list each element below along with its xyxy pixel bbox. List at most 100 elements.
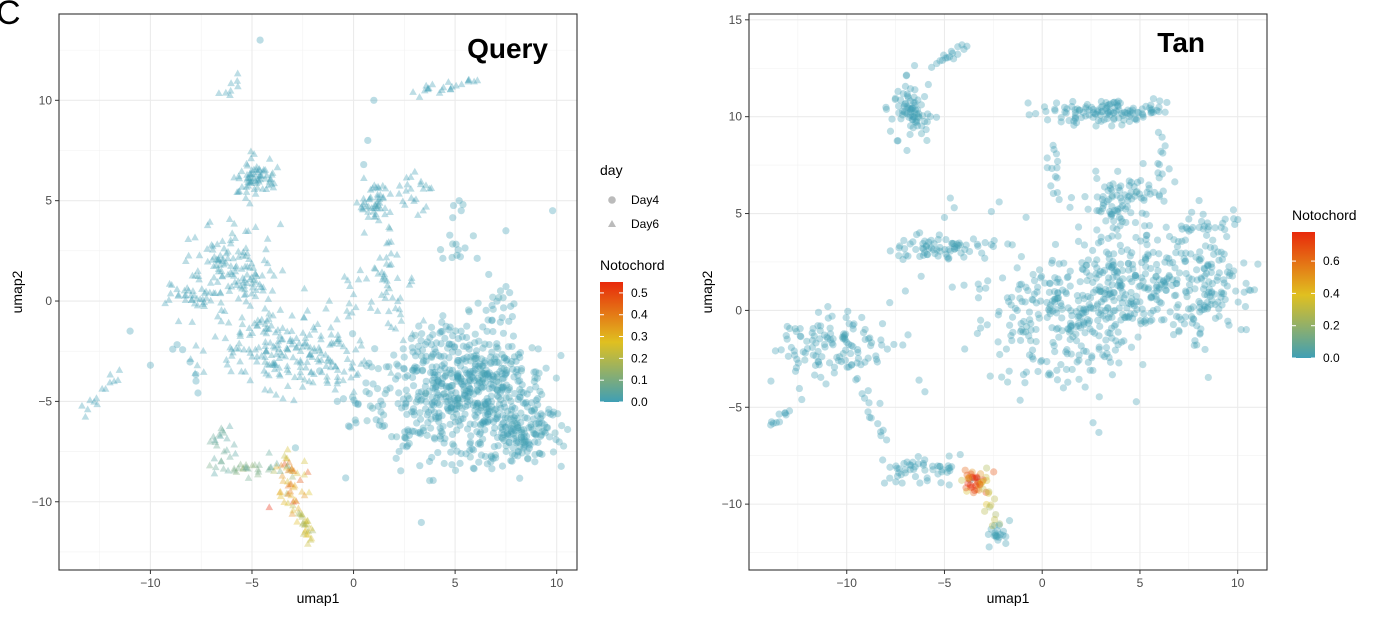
data-point (1145, 221, 1154, 230)
data-point (1089, 278, 1097, 286)
data-point (271, 328, 280, 336)
data-point (830, 369, 838, 377)
data-point (935, 231, 943, 239)
data-point (979, 476, 987, 484)
data-point (254, 467, 263, 475)
data-point (865, 413, 874, 421)
data-point (446, 231, 454, 239)
data-point (517, 433, 526, 441)
data-point (1223, 268, 1232, 276)
data-point (439, 374, 447, 383)
data-point (1051, 295, 1059, 303)
data-point (590, 409, 597, 416)
data-point (377, 291, 386, 298)
data-point (126, 327, 134, 335)
data-point (413, 364, 421, 372)
data-point (250, 170, 259, 178)
data-point (315, 357, 323, 365)
data-point (83, 405, 92, 413)
data-point (1037, 272, 1046, 280)
data-point (269, 360, 278, 368)
data-point (1110, 268, 1118, 276)
data-point (1101, 295, 1109, 303)
data-point (985, 488, 993, 496)
data-point (551, 429, 559, 437)
data-point (222, 249, 231, 257)
data-point (516, 393, 524, 401)
data-point (493, 373, 501, 381)
data-point (174, 317, 183, 325)
data-point (1102, 315, 1110, 323)
data-point (1220, 250, 1228, 258)
data-point (1048, 324, 1056, 332)
data-point (264, 295, 273, 302)
data-point (1224, 317, 1232, 325)
data-point (1080, 321, 1088, 329)
data-point (1071, 106, 1079, 114)
data-point (901, 100, 909, 108)
data-point (1050, 287, 1059, 296)
data-point (93, 400, 101, 408)
data-point (429, 384, 437, 392)
data-point (424, 418, 432, 427)
data-point (1092, 286, 1100, 294)
data-point (1106, 310, 1114, 318)
data-point (471, 355, 479, 363)
data-point (1093, 256, 1101, 264)
data-point (459, 415, 467, 423)
data-point (1134, 333, 1142, 341)
data-point (1096, 111, 1105, 119)
data-point (414, 395, 422, 403)
data-point (983, 321, 991, 329)
data-point (1205, 278, 1213, 286)
data-point (296, 347, 305, 354)
data-point (1055, 260, 1063, 268)
data-point (519, 438, 527, 446)
data-point (245, 331, 254, 338)
data-point (1143, 231, 1151, 239)
data-point (878, 341, 886, 349)
data-point (1197, 254, 1205, 263)
data-point (505, 438, 513, 446)
data-point (352, 419, 360, 427)
data-point (549, 207, 557, 215)
data-point (1149, 108, 1157, 117)
data-point (190, 299, 199, 307)
data-point (266, 266, 274, 274)
data-point (527, 420, 535, 429)
data-point (446, 420, 454, 428)
data-point (1196, 299, 1205, 307)
data-point (496, 389, 505, 397)
data-point (1147, 106, 1155, 115)
y-tick-label: −5 (38, 394, 52, 408)
data-point (1083, 276, 1091, 285)
data-point (1123, 246, 1131, 254)
data-point (1053, 278, 1061, 286)
data-point (1170, 331, 1178, 339)
data-point (302, 338, 310, 346)
data-point (948, 239, 956, 247)
data-point (1159, 278, 1168, 286)
data-point (853, 359, 861, 367)
x-axis-label: umap1 (297, 590, 340, 606)
data-point (814, 308, 823, 316)
data-point (1054, 289, 1062, 297)
data-point (384, 319, 392, 327)
data-point (284, 489, 292, 497)
data-point (938, 468, 946, 476)
data-point (466, 440, 474, 448)
data-point (1155, 103, 1163, 111)
data-point (1115, 184, 1123, 192)
data-point (1067, 350, 1075, 358)
data-point (234, 464, 243, 471)
data-point (1108, 192, 1116, 200)
data-point (403, 372, 412, 380)
data-point (1115, 359, 1123, 367)
data-point (477, 404, 485, 412)
data-point (499, 294, 507, 302)
data-point (1066, 319, 1075, 327)
data-point (1108, 210, 1116, 218)
data-point (845, 340, 853, 348)
data-point (1106, 358, 1115, 366)
